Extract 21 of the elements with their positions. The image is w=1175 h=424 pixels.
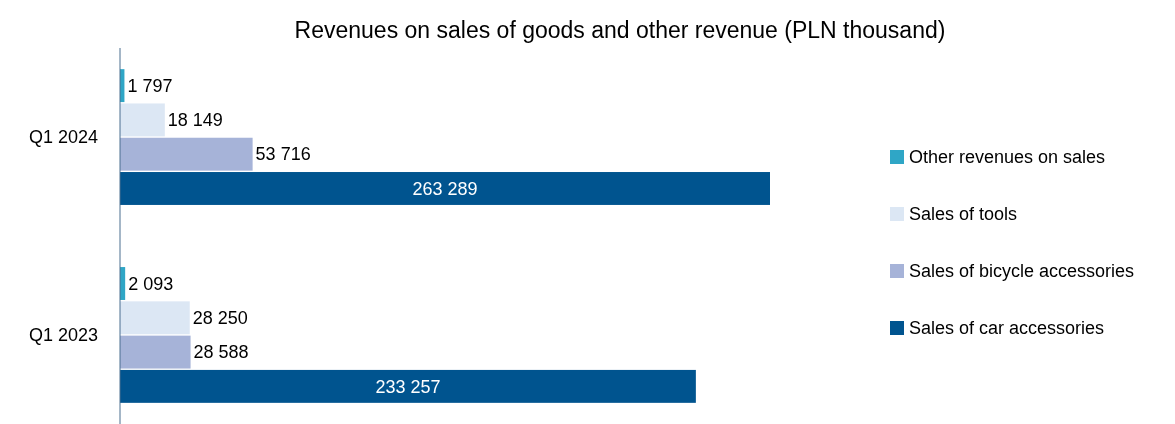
legend-label: Sales of car accessories <box>909 318 1105 339</box>
y-tick-label: Q1 2023 <box>28 325 98 346</box>
data-label: 53 716 <box>255 144 311 165</box>
data-label: 233 257 <box>375 376 441 397</box>
bar <box>120 335 191 369</box>
bar <box>120 301 190 335</box>
data-label: 28 588 <box>193 342 249 363</box>
data-label: 18 149 <box>167 110 223 131</box>
data-label: 2 093 <box>128 273 174 294</box>
data-label: 263 289 <box>412 178 478 199</box>
legend-label: Sales of tools <box>909 204 1018 225</box>
legend-label: Sales of bicycle accessories <box>909 261 1135 282</box>
chart-title: Revenues on sales of goods and other revenue (PLN thousand) <box>294 17 946 43</box>
bar <box>120 137 253 171</box>
bar <box>120 369 696 403</box>
data-label: 1 797 <box>127 75 173 96</box>
bar <box>120 103 165 137</box>
y-tick-label: Q1 2024 <box>28 127 98 148</box>
legend-label: Other revenues on sales <box>909 147 1106 168</box>
bar <box>120 172 770 205</box>
data-label: 28 250 <box>192 308 248 329</box>
